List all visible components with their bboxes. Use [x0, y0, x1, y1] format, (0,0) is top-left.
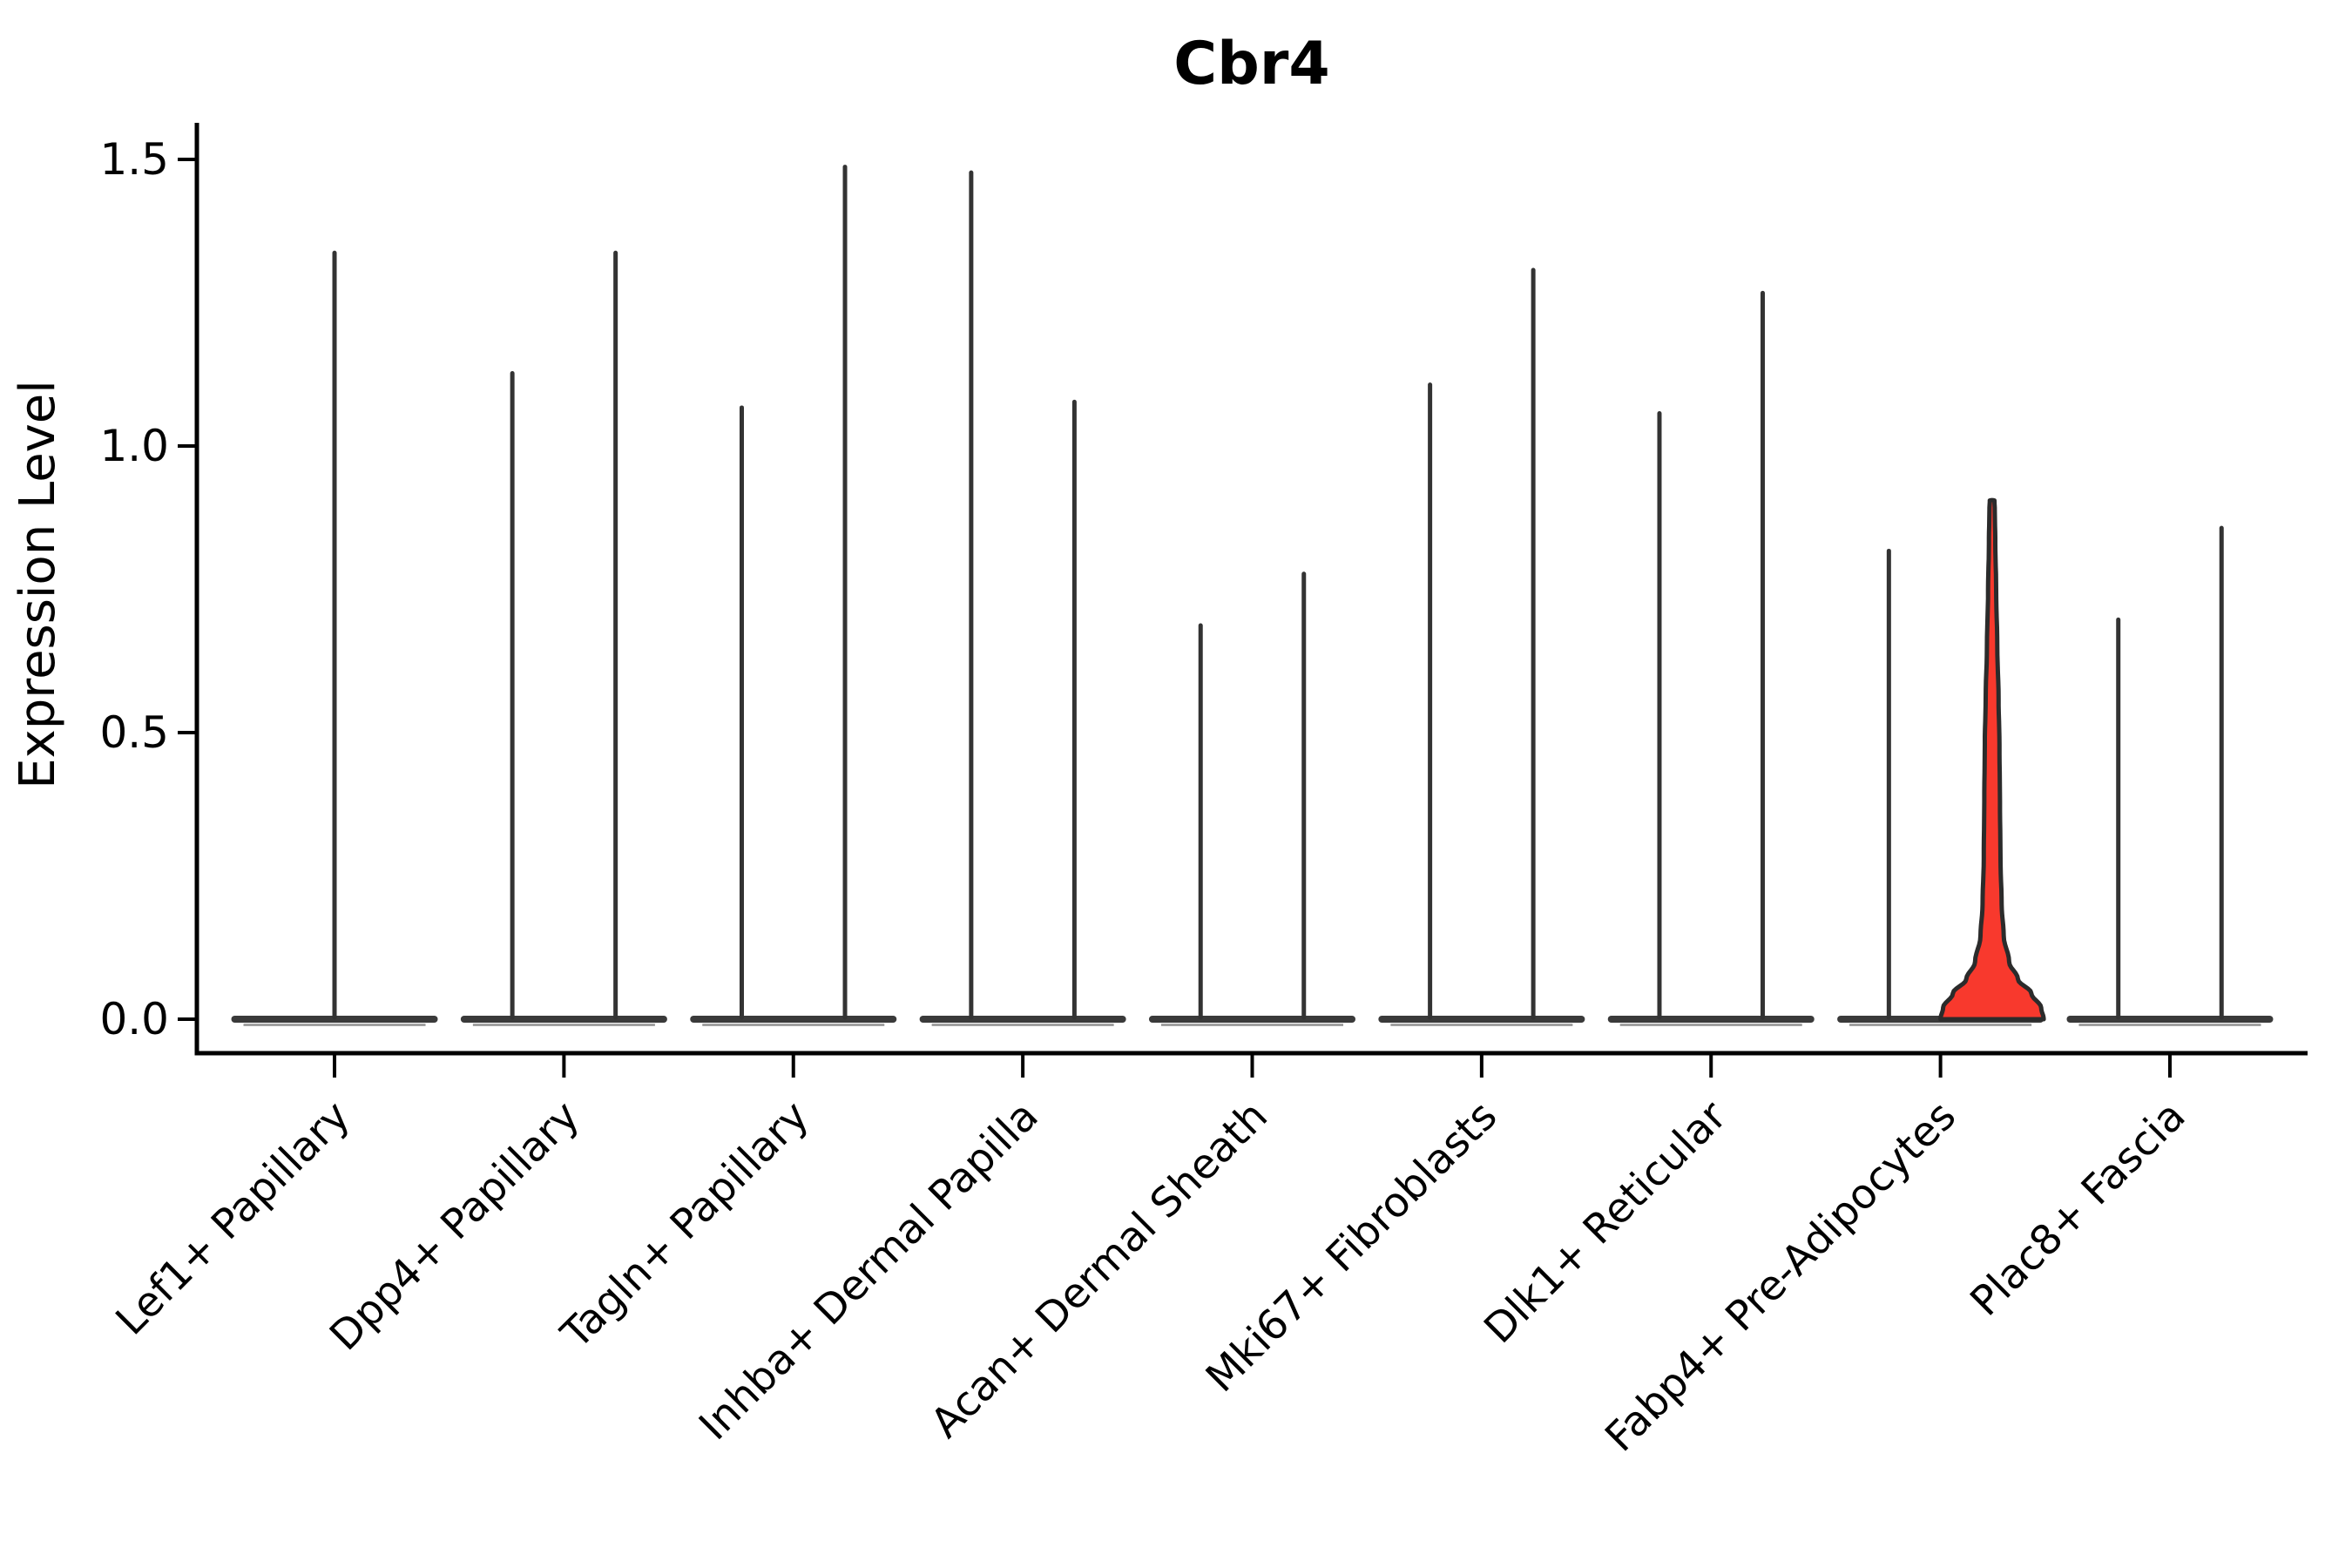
category-label: Dpp4+ Papillary — [321, 1092, 589, 1361]
y-tick-label: 1.5 — [99, 134, 169, 185]
y-tick-label: 0.0 — [99, 994, 169, 1044]
y-tick-label: 1.0 — [99, 421, 169, 471]
y-axis-label: Expression Level — [10, 380, 66, 789]
highlighted-violin — [1938, 497, 2046, 1022]
y-tick-label: 0.5 — [99, 707, 169, 758]
category-label: Dlk1+ Reticular — [1475, 1092, 1736, 1353]
category-label: Lef1+ Papillary — [107, 1092, 360, 1345]
category-label: Tagln+ Papillary — [551, 1092, 818, 1359]
category-label: Plac8+ Fascia — [1961, 1092, 2194, 1326]
chart-title: Cbr4 — [1173, 30, 1329, 98]
